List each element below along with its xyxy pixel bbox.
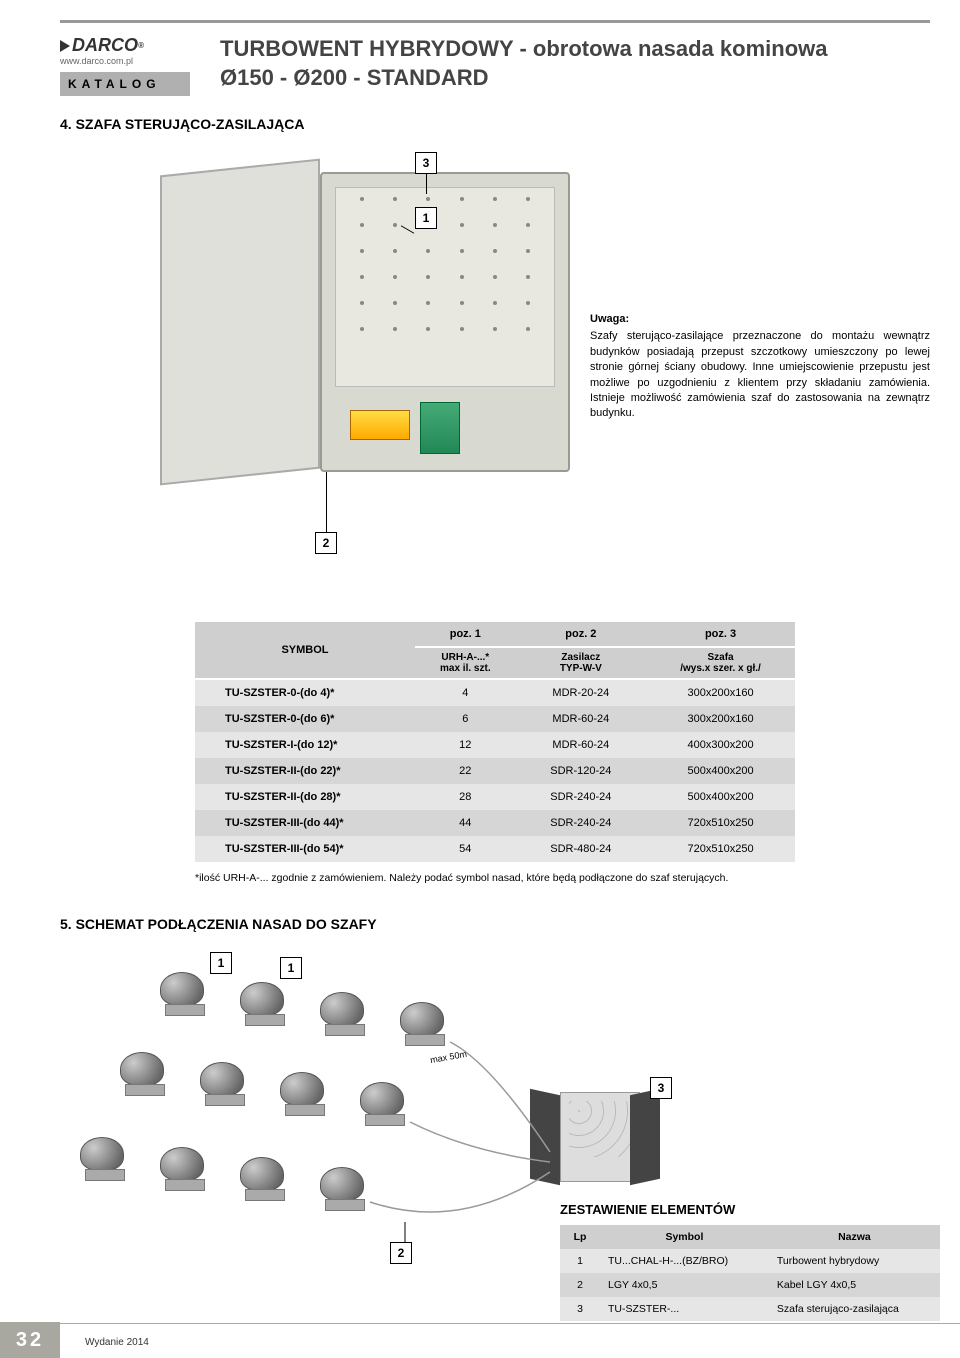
katalog-bar: KATALOG <box>60 72 190 96</box>
footer: 32 Wydanie 2014 <box>0 1322 960 1358</box>
cell-p3: 300x200x160 <box>646 679 795 706</box>
cell-nazwa: Turbowent hybrydowy <box>769 1249 940 1273</box>
cell-symbol: TU...CHAL-H-...(BZ/BRO) <box>600 1249 769 1273</box>
elements-block: ZESTAWIENIE ELEMENTÓW Lp Symbol Nazwa 1T… <box>560 1202 940 1321</box>
cell-p1: 12 <box>415 732 516 758</box>
cell-symbol: TU-SZSTER-0-(do 4)* <box>195 679 415 706</box>
cell-p2: SDR-240-24 <box>516 810 646 836</box>
table-row: TU-SZSTER-II-(do 22)*22SDR-120-24500x400… <box>195 758 795 784</box>
th-sub3: Szafa /wys.x szer. x gł./ <box>646 647 795 679</box>
title-block: TURBOWENT HYBRYDOWY - obrotowa nasada ko… <box>220 35 930 92</box>
callout-3-line <box>426 174 427 194</box>
cell-p2: MDR-20-24 <box>516 679 646 706</box>
cell-symbol: TU-SZSTER-III-(do 44)* <box>195 810 415 836</box>
cell-nazwa: Szafa sterująco-zasilająca <box>769 1297 940 1321</box>
cell-symbol: TU-SZSTER-II-(do 28)* <box>195 784 415 810</box>
table-row: 1TU...CHAL-H-...(BZ/BRO)Turbowent hybryd… <box>560 1249 940 1273</box>
cell-p1: 4 <box>415 679 516 706</box>
cell-symbol: TU-SZSTER-... <box>600 1297 769 1321</box>
logo-url: www.darco.com.pl <box>60 56 190 66</box>
eth-symbol: Symbol <box>600 1225 769 1249</box>
cell-p1: 54 <box>415 836 516 862</box>
table-row: 3TU-SZSTER-...Szafa sterująco-zasilająca <box>560 1297 940 1321</box>
page: DARCO ® www.darco.com.pl KATALOG TURBOWE… <box>0 0 960 1358</box>
terminal-block <box>350 410 410 440</box>
main-table: SYMBOL poz. 1 poz. 2 poz. 3 URH-A-...* m… <box>195 622 795 862</box>
cell-p3: 300x200x160 <box>646 706 795 732</box>
table-row: TU-SZSTER-0-(do 4)*4MDR-20-24300x200x160 <box>195 679 795 706</box>
warning-text: Szafy sterująco-zasilające przeznaczone … <box>590 329 930 421</box>
cell-p3: 720x510x250 <box>646 810 795 836</box>
th-sub1: URH-A-...* max il. szt. <box>415 647 516 679</box>
cell-symbol: TU-SZSTER-III-(do 54)* <box>195 836 415 862</box>
cell-p1: 22 <box>415 758 516 784</box>
logo-block: DARCO ® www.darco.com.pl KATALOG <box>60 35 190 96</box>
top-rule <box>60 20 930 23</box>
warning-title: Uwaga: <box>590 312 930 327</box>
warning-block: Uwaga: Szafy sterująco-zasilające przezn… <box>590 312 930 422</box>
cell-p3: 400x300x200 <box>646 732 795 758</box>
header: DARCO ® www.darco.com.pl KATALOG TURBOWE… <box>60 35 930 96</box>
table-footnote: *ilość URH-A-... zgodnie z zamówieniem. … <box>195 872 795 886</box>
cell-symbol: LGY 4x0,5 <box>600 1273 769 1297</box>
cell-lp: 3 <box>560 1297 600 1321</box>
th-sub2: Zasilacz TYP-W-V <box>516 647 646 679</box>
cell-p2: SDR-120-24 <box>516 758 646 784</box>
eth-nazwa: Nazwa <box>769 1225 940 1249</box>
table-row: TU-SZSTER-III-(do 44)*44SDR-240-24720x51… <box>195 810 795 836</box>
title-line1: TURBOWENT HYBRYDOWY - obrotowa nasada ko… <box>220 35 930 64</box>
th-poz2: poz. 2 <box>516 622 646 647</box>
cell-p2: SDR-240-24 <box>516 784 646 810</box>
table-row: 2LGY 4x0,5Kabel LGY 4x0,5 <box>560 1273 940 1297</box>
cell-p3: 500x400x200 <box>646 784 795 810</box>
edition-label: Wydanie 2014 <box>85 1337 149 1348</box>
title-line2: Ø150 - Ø200 - STANDARD <box>220 64 930 93</box>
schematic-figure: 1 1 max 50m 3 2 ZESTAWIENIE ELEMENTÓW Lp… <box>60 952 930 1332</box>
logo-triangle-icon <box>60 40 70 52</box>
cell-lp: 1 <box>560 1249 600 1273</box>
power-supply <box>420 402 460 454</box>
table-row: TU-SZSTER-I-(do 12)*12MDR-60-24400x300x2… <box>195 732 795 758</box>
registered-icon: ® <box>138 41 144 50</box>
logo-mark: DARCO ® <box>60 35 190 56</box>
cabinet-dot-grid <box>345 197 545 377</box>
cell-p2: MDR-60-24 <box>516 706 646 732</box>
cell-p3: 720x510x250 <box>646 836 795 862</box>
th-symbol: SYMBOL <box>195 622 415 679</box>
callout-2: 2 <box>315 532 337 554</box>
cell-p1: 44 <box>415 810 516 836</box>
table-row: TU-SZSTER-III-(do 54)*54SDR-480-24720x51… <box>195 836 795 862</box>
footer-rule <box>60 1323 960 1324</box>
th-poz1: poz. 1 <box>415 622 516 647</box>
logo-text: DARCO <box>72 35 138 56</box>
th-poz3: poz. 3 <box>646 622 795 647</box>
cabinet-illustration <box>100 152 580 582</box>
cell-symbol: TU-SZSTER-0-(do 6)* <box>195 706 415 732</box>
cell-symbol: TU-SZSTER-II-(do 22)* <box>195 758 415 784</box>
cabinet-figure: 3 1 2 Uwaga: Szafy sterująco-zasilające … <box>60 152 930 592</box>
cell-symbol: TU-SZSTER-I-(do 12)* <box>195 732 415 758</box>
cell-p3: 500x400x200 <box>646 758 795 784</box>
eth-lp: Lp <box>560 1225 600 1249</box>
cell-lp: 2 <box>560 1273 600 1297</box>
cabinet-door <box>160 159 320 486</box>
elements-table: Lp Symbol Nazwa 1TU...CHAL-H-...(BZ/BRO)… <box>560 1225 940 1321</box>
section4-title: 4. SZAFA STERUJĄCO-ZASILAJĄCA <box>60 116 930 132</box>
cell-p1: 6 <box>415 706 516 732</box>
cell-p2: SDR-480-24 <box>516 836 646 862</box>
cell-nazwa: Kabel LGY 4x0,5 <box>769 1273 940 1297</box>
page-number: 32 <box>0 1322 60 1358</box>
callout-3: 3 <box>415 152 437 174</box>
table-row: TU-SZSTER-0-(do 6)*6MDR-60-24300x200x160 <box>195 706 795 732</box>
cell-p2: MDR-60-24 <box>516 732 646 758</box>
elements-title: ZESTAWIENIE ELEMENTÓW <box>560 1202 940 1217</box>
callout-1: 1 <box>415 207 437 229</box>
section5-title: 5. SCHEMAT PODŁĄCZENIA NASAD DO SZAFY <box>60 916 930 932</box>
callout-2-line <box>326 472 327 532</box>
cell-p1: 28 <box>415 784 516 810</box>
table-row: TU-SZSTER-II-(do 28)*28SDR-240-24500x400… <box>195 784 795 810</box>
